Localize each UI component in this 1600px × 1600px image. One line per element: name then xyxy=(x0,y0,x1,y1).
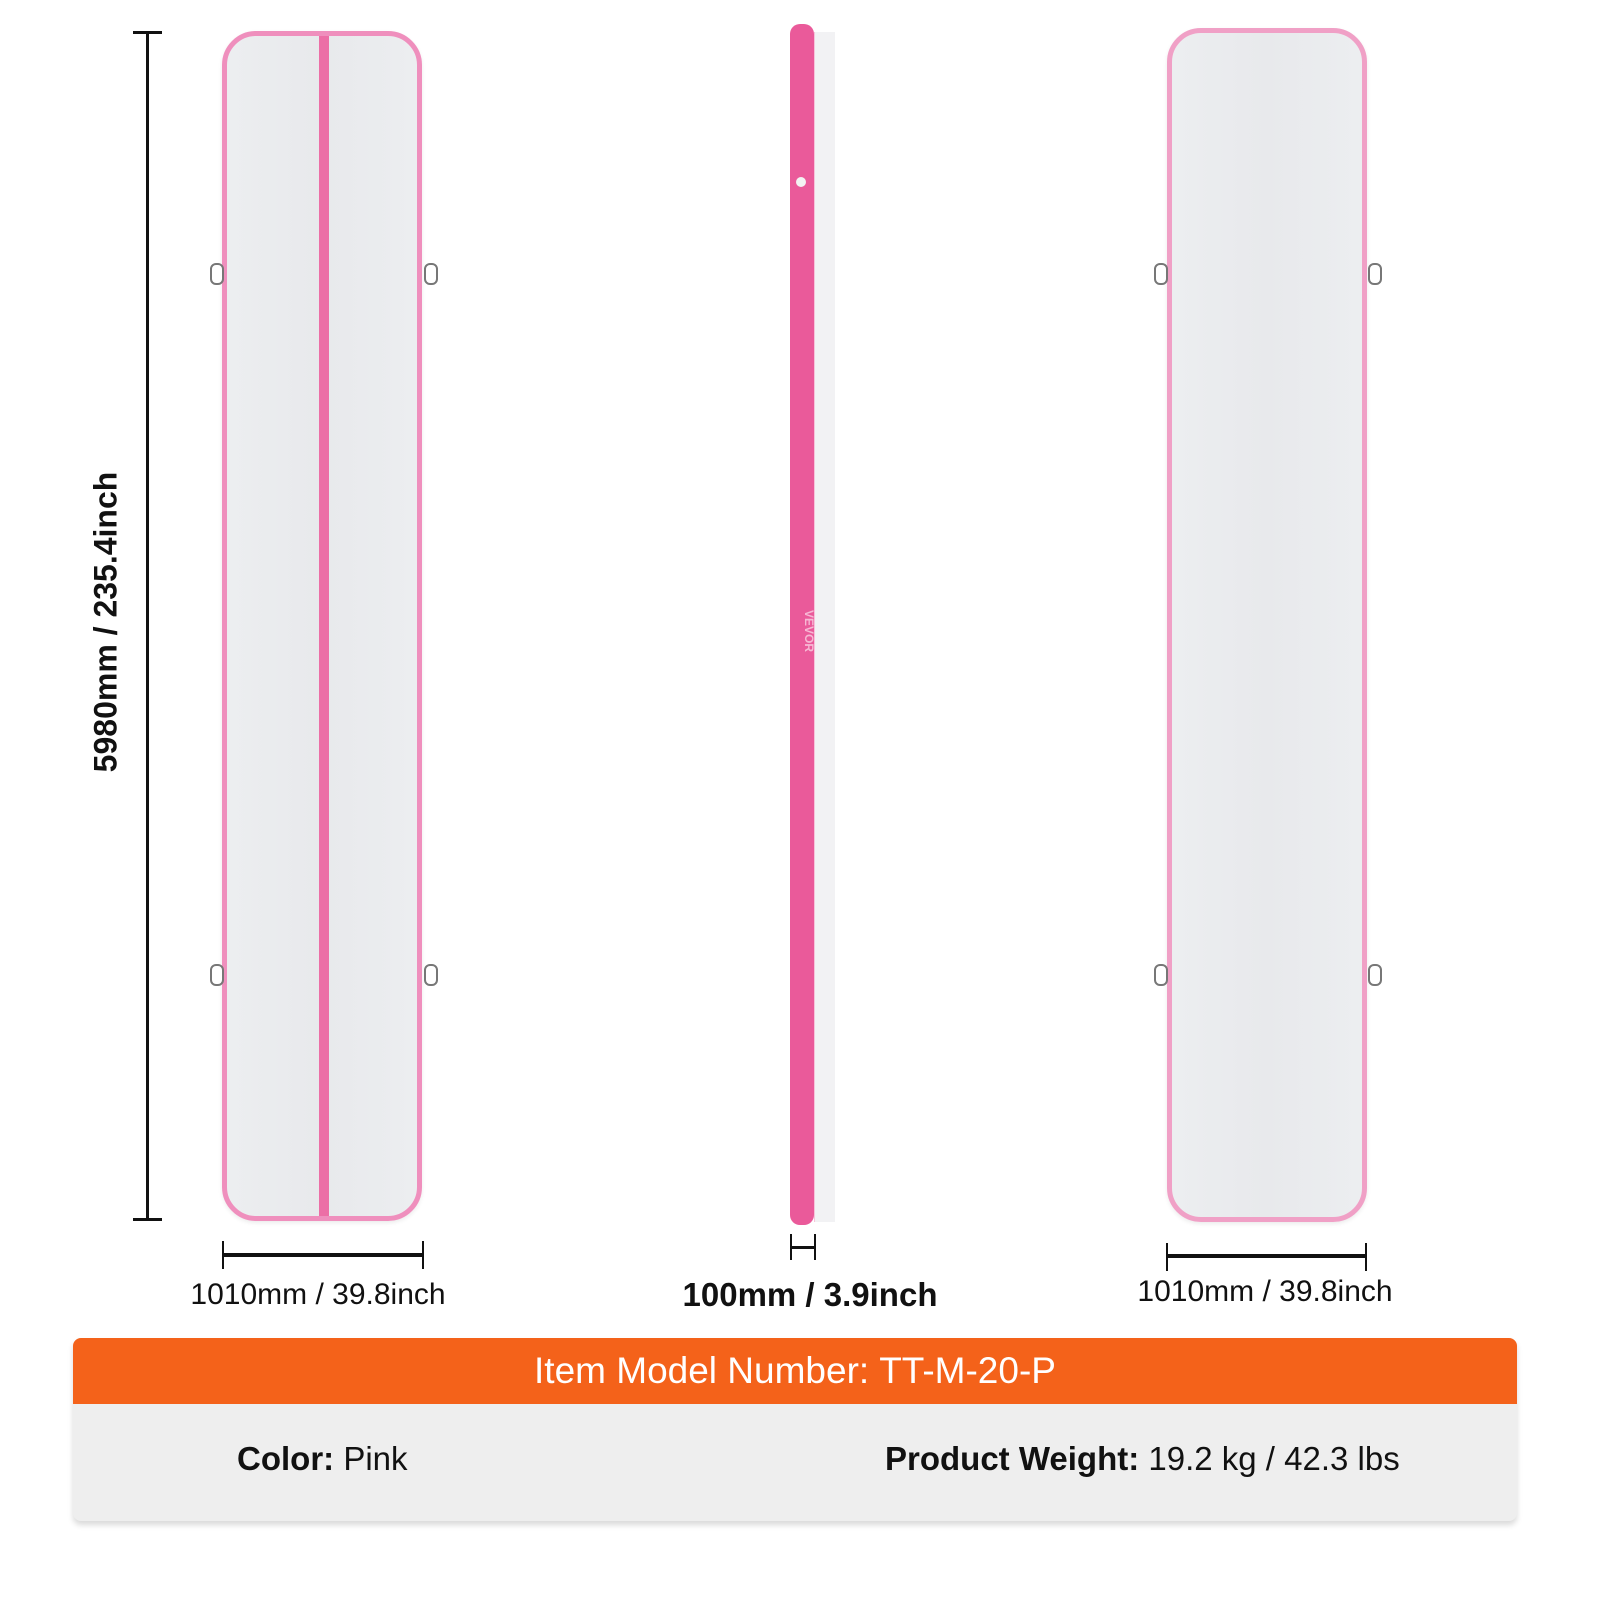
handle-icon xyxy=(1368,263,1382,285)
spec-panel: Item Model Number: TT-M-20-P Color: Pink… xyxy=(73,1338,1517,1521)
thickness-dimension-line xyxy=(791,1246,815,1249)
handle-icon xyxy=(424,964,438,986)
center-stripe xyxy=(319,36,329,1216)
width-label-left: 1010mm / 39.8inch xyxy=(190,1278,446,1311)
dim-cap xyxy=(814,1234,816,1260)
color-label: Color: xyxy=(237,1440,335,1477)
width-label-right: 1010mm / 39.8inch xyxy=(1137,1275,1393,1308)
dim-cap xyxy=(1365,1243,1367,1271)
weight-label: Product Weight: xyxy=(885,1440,1140,1477)
weight-value: 19.2 kg / 42.3 lbs xyxy=(1148,1440,1400,1477)
handle-icon xyxy=(210,263,224,285)
side-brand-label: VEVOR xyxy=(802,609,817,653)
handle-icon xyxy=(1154,263,1168,285)
width-dimension-line-left xyxy=(223,1253,423,1257)
mat-top-view-right xyxy=(1167,28,1367,1222)
length-label: 5980mm / 235.4inch xyxy=(87,471,124,773)
handle-icon xyxy=(1154,964,1168,986)
width-dimension-line-right xyxy=(1167,1254,1367,1258)
model-label: Item Model Number: xyxy=(534,1350,870,1391)
model-banner: Item Model Number: TT-M-20-P xyxy=(73,1338,1517,1404)
handle-icon xyxy=(210,964,224,986)
color-value: Pink xyxy=(343,1440,408,1477)
length-cap-bottom xyxy=(133,1218,162,1221)
thickness-label: 100mm / 3.9inch xyxy=(682,1276,938,1313)
valve-icon xyxy=(796,177,806,187)
dim-cap xyxy=(1166,1243,1168,1271)
length-dimension-line xyxy=(146,32,149,1220)
dim-cap xyxy=(422,1241,424,1269)
model-value: TT-M-20-P xyxy=(879,1350,1056,1391)
handle-icon xyxy=(1368,964,1382,986)
weight-spec: Product Weight: 19.2 kg / 42.3 lbs xyxy=(885,1440,1400,1478)
handle-icon xyxy=(424,263,438,285)
color-spec: Color: Pink xyxy=(237,1440,408,1478)
dim-cap xyxy=(222,1241,224,1269)
length-cap-top xyxy=(133,31,162,34)
mat-side-view: VEVOR xyxy=(790,24,836,1225)
dim-cap xyxy=(790,1234,792,1260)
mat-top-view-left xyxy=(222,31,422,1221)
